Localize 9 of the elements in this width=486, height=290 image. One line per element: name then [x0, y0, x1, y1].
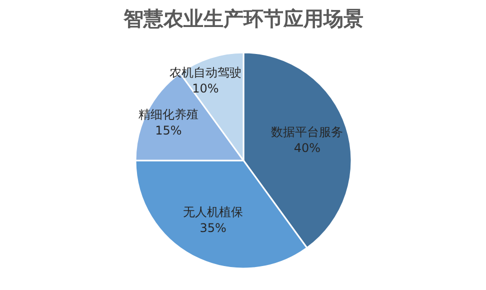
data-label: 10% [192, 81, 219, 96]
slice-label: 精细化养殖 [138, 107, 198, 122]
data-label: 15% [155, 123, 182, 138]
slice-label: 农机自动驾驶 [169, 65, 242, 80]
slice-label: 无人机植保 [183, 205, 244, 220]
slice-label: 数据平台服务 [271, 124, 344, 139]
data-label: 40% [294, 140, 321, 155]
chart-title: 智慧农业生产环节应用场景 [122, 6, 364, 30]
data-label: 35% [200, 221, 226, 236]
